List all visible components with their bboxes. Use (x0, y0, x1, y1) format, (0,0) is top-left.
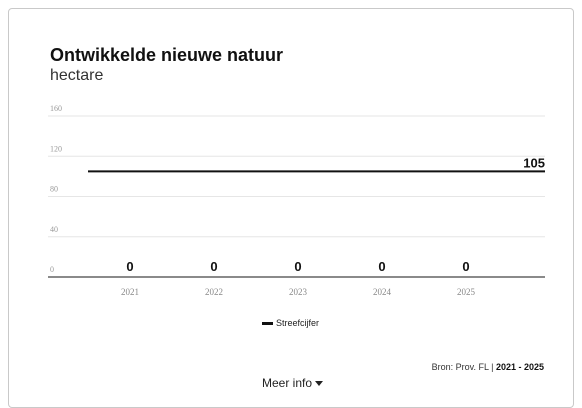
bar-data-label: 0 (210, 259, 217, 274)
bar-data-label: 0 (462, 259, 469, 274)
legend-target-swatch (262, 321, 273, 325)
y-tick-label: 160 (50, 104, 62, 113)
x-tick-label: 2021 (121, 287, 139, 297)
y-tick-label: 40 (50, 225, 58, 234)
chart-legend[interactable]: Streefcijfer (262, 318, 319, 328)
x-tick-label: 2024 (373, 287, 392, 297)
more-info-button[interactable]: Meer info (262, 376, 324, 390)
caret-down-icon (315, 380, 324, 386)
chart-title: Ontwikkelde nieuwe natuur (50, 45, 284, 65)
y-tick-label: 0 (50, 265, 54, 274)
x-tick-label: 2022 (205, 287, 223, 297)
target-data-label: 105 (523, 155, 545, 170)
bar-data-label: 0 (126, 259, 133, 274)
chart-subtitle: hectare (50, 67, 104, 84)
y-tick-label: 120 (50, 144, 62, 153)
x-tick-label: 2025 (457, 287, 476, 297)
x-tick-label: 2023 (289, 287, 308, 297)
source-period: 2021 - 2025 (495, 362, 544, 372)
more-info-label: Meer info (262, 376, 313, 390)
bar-data-label: 0 (294, 259, 301, 274)
bar-data-label: 0 (378, 259, 385, 274)
chart-card (8, 8, 574, 408)
legend-target-label: Streefcijfer (276, 318, 320, 328)
source-note: Bron: Prov. FL | 2021 - 2025 (432, 362, 544, 372)
chart-plot: 0 40 80 120 160 2021 2022 2023 2024 2025 0 0 0 0 0 105 (48, 104, 545, 297)
source-prefix: Bron: Prov. FL | (431, 362, 496, 372)
y-tick-label: 80 (50, 185, 58, 194)
